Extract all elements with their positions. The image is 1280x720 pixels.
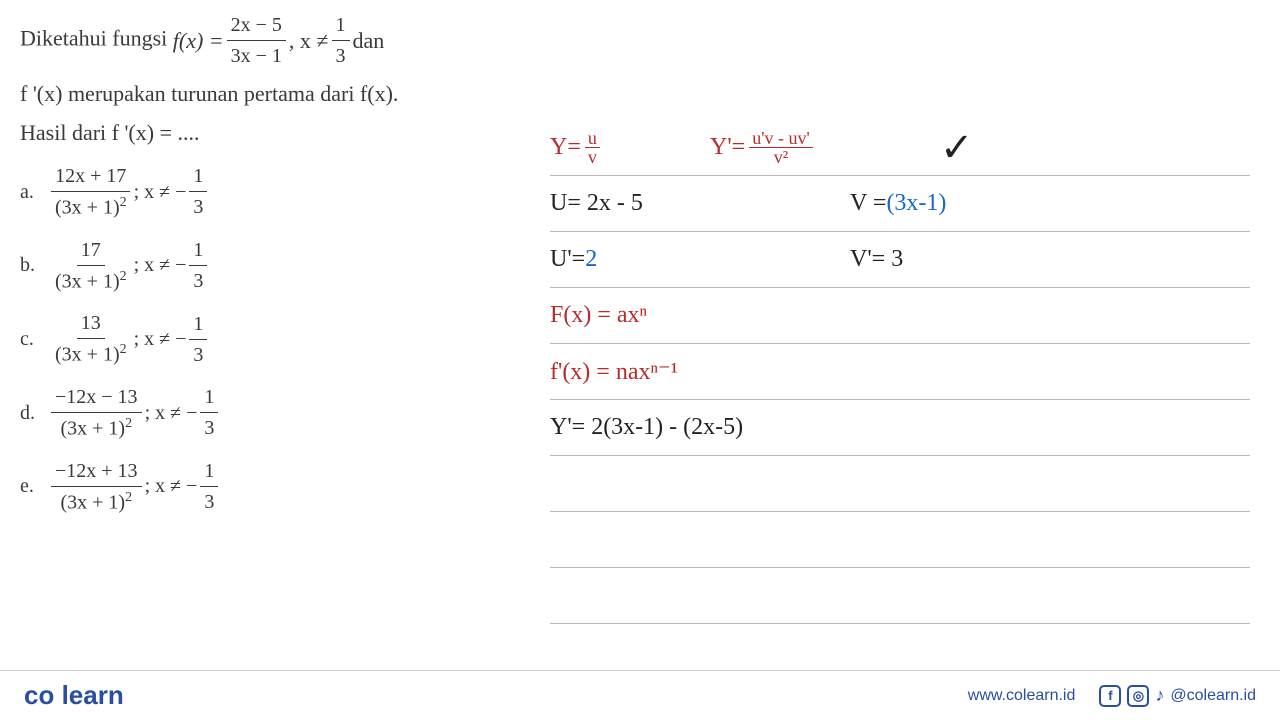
intro-text: Diketahui fungsi xyxy=(20,26,173,51)
work-line-8 xyxy=(550,512,1250,568)
u-prime: U'= 2 xyxy=(550,246,597,273)
one-third-fraction: 1 3 xyxy=(332,10,350,71)
option-c: c. 13 (3x + 1)2 ; x ≠ − 1 3 xyxy=(20,308,500,370)
option-a: a. 12x + 17 (3x + 1)2 ; x ≠ − 1 3 xyxy=(20,161,500,223)
footer-bar: co learn www.colearn.id f ◎ ♪ @colearn.i… xyxy=(0,670,1280,720)
work-line-5: f'(x) = naxⁿ⁻¹ xyxy=(550,344,1250,400)
work-line-4: F(x) = axⁿ xyxy=(550,288,1250,344)
checkmark-icon: ✓ xyxy=(940,124,974,171)
y-eq-uv: Y= u v xyxy=(550,129,604,166)
work-line-3: U'= 2 V'= 3 xyxy=(550,232,1250,288)
work-line-7 xyxy=(550,456,1250,512)
facebook-icon[interactable]: f xyxy=(1099,685,1121,707)
problem-line-1: Diketahui fungsi f(x) = 2x − 5 3x − 1 , … xyxy=(20,10,500,71)
problem-panel: Diketahui fungsi f(x) = 2x − 5 3x − 1 , … xyxy=(20,10,500,529)
power-rule-deriv: f'(x) = naxⁿ⁻¹ xyxy=(550,357,678,386)
fx-expression: f(x) = 2x − 5 3x − 1 , x ≠ 1 3 dan xyxy=(173,10,385,71)
power-rule-fn: F(x) = axⁿ xyxy=(550,302,647,329)
logo-dot-icon xyxy=(54,680,61,710)
work-line-1: Y= u v Y'= u'v - uv' v² ✓ xyxy=(550,120,1250,176)
instagram-icon[interactable]: ◎ xyxy=(1127,685,1149,707)
work-line-2: U= 2x - 5 V = (3x-1) xyxy=(550,176,1250,232)
option-b: b. 17 (3x + 1)2 ; x ≠ − 1 3 xyxy=(20,235,500,297)
work-line-9 xyxy=(550,568,1250,624)
footer-url: www.colearn.id xyxy=(968,687,1076,705)
handwritten-work: Y= u v Y'= u'v - uv' v² ✓ U= 2x - 5 V = … xyxy=(550,120,1250,624)
footer-right: www.colearn.id f ◎ ♪ @colearn.id xyxy=(968,685,1256,707)
social-handle: @colearn.id xyxy=(1170,687,1256,705)
yprime-calc: Y'= 2(3x-1) - (2x-5) xyxy=(550,414,743,441)
yprime-quotient-rule: Y'= u'v - uv' v² xyxy=(710,129,817,166)
social-links: f ◎ ♪ @colearn.id xyxy=(1099,685,1256,707)
work-line-6: Y'= 2(3x-1) - (2x-5) xyxy=(550,400,1250,456)
v-prime: V'= 3 xyxy=(850,246,903,273)
v-definition: V = (3x-1) xyxy=(850,190,946,217)
option-d: d. −12x − 13 (3x + 1)2 ; x ≠ − 1 3 xyxy=(20,382,500,444)
option-e: e. −12x + 13 (3x + 1)2 ; x ≠ − 1 3 xyxy=(20,456,500,518)
main-fraction: 2x − 5 3x − 1 xyxy=(227,10,286,71)
options-list: a. 12x + 17 (3x + 1)2 ; x ≠ − 1 3 b. 17 … xyxy=(20,161,500,517)
problem-line-2: f '(x) merupakan turunan pertama dari f(… xyxy=(20,77,500,110)
u-definition: U= 2x - 5 xyxy=(550,190,643,217)
brand-logo: co learn xyxy=(24,680,124,711)
problem-line-3: Hasil dari f '(x) = .... xyxy=(20,116,500,149)
tiktok-icon[interactable]: ♪ xyxy=(1155,685,1164,706)
